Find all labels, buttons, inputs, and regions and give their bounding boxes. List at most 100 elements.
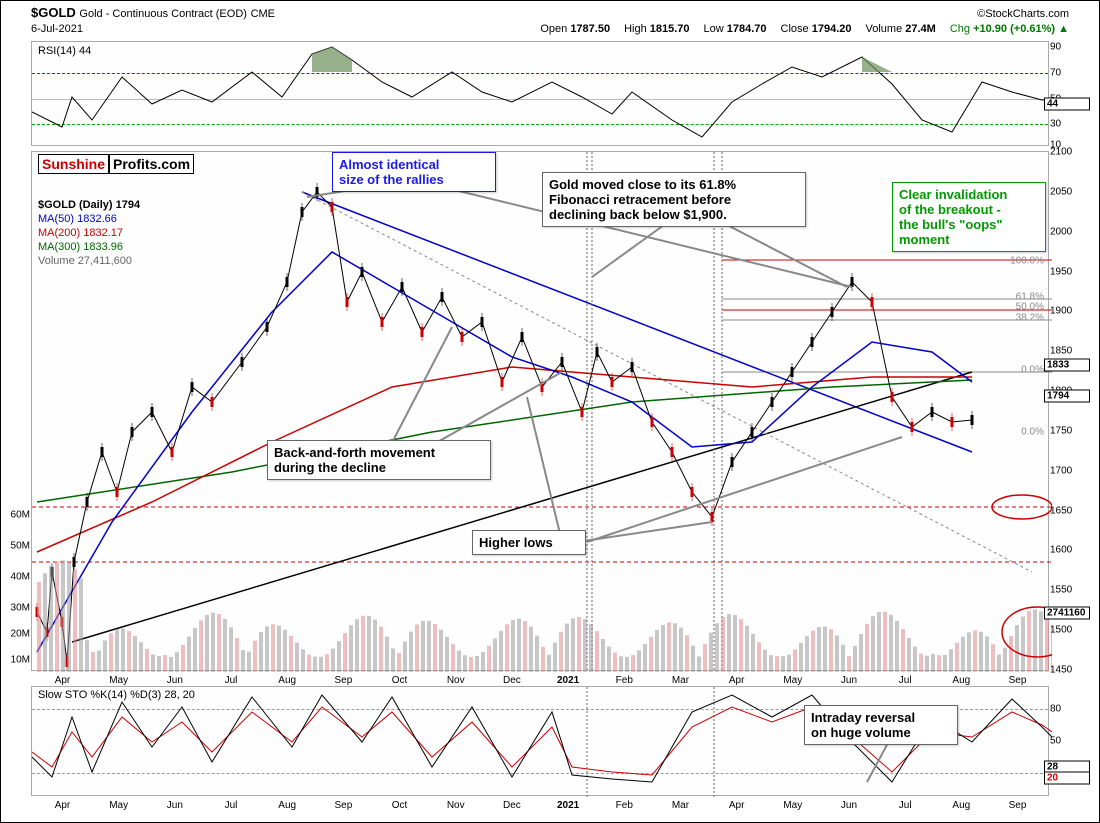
rsi-ytick: 70 (1050, 67, 1090, 78)
month-tick: Sep (334, 675, 352, 686)
month-tick: Oct (392, 675, 408, 686)
annotation-intraday: Intraday reversalon huge volume (804, 705, 958, 745)
month-tick: Sep (334, 800, 352, 811)
open-label: Open (540, 23, 567, 35)
volume-label: Volume (866, 23, 903, 35)
stochastic-panel: Slow STO %K(14) %D(3) 28, 20 Intraday re… (31, 686, 1049, 796)
annotation-fib: Gold moved close to its 61.8%Fibonacci r… (542, 172, 806, 227)
price-ytick: 1950 (1050, 266, 1090, 277)
month-tick: Jul (225, 800, 238, 811)
month-tick: Apr (55, 675, 71, 686)
month-tick: Jul (899, 675, 912, 686)
month-tick: Nov (447, 675, 465, 686)
annotation-higher-lows: Higher lows (472, 530, 586, 555)
month-tick: Feb (616, 800, 633, 811)
month-tick: Oct (392, 800, 408, 811)
month-tick: Sep (1009, 675, 1027, 686)
price-ytick: 1550 (1050, 585, 1090, 596)
volume-ytick: 20M (2, 628, 30, 639)
month-tick: Aug (952, 800, 970, 811)
month-tick: Dec (503, 675, 521, 686)
fib-label: 61.8% (1016, 292, 1044, 303)
month-tick: Jul (899, 800, 912, 811)
chg-value: +10.90 (+0.61%) (973, 23, 1055, 35)
chg-label: Chg (950, 23, 970, 35)
volume-ytick: 40M (2, 571, 30, 582)
volume-current-box: 2741160 (1044, 607, 1090, 620)
chart-header: $GOLD Gold - Continuous Contract (EOD) C… (31, 5, 1069, 20)
month-tick: Mar (672, 675, 689, 686)
price-ytick: 1600 (1050, 545, 1090, 556)
fib-label: 50.0% (1016, 302, 1044, 313)
month-tick: Jun (167, 800, 183, 811)
price-current-box: 1794 (1044, 389, 1090, 402)
month-tick: Apr (55, 800, 71, 811)
source-label: ©StockCharts.com (977, 8, 1069, 20)
fib-label: 38.2% (1016, 312, 1044, 323)
month-tick: May (109, 675, 128, 686)
fib-label: 100.0% (1010, 255, 1044, 266)
month-tick: Apr (729, 800, 745, 811)
month-tick: May (783, 675, 802, 686)
month-tick: Jun (841, 675, 857, 686)
fib-label: 0.0% (1021, 426, 1044, 437)
price-ytick: 1650 (1050, 505, 1090, 516)
month-tick: Jun (167, 675, 183, 686)
close-value: 1794.20 (812, 23, 852, 35)
month-tick: Sep (1009, 800, 1027, 811)
low-value: 1784.70 (727, 23, 767, 35)
month-tick: Dec (503, 800, 521, 811)
month-tick: Jun (841, 800, 857, 811)
month-tick: May (109, 800, 128, 811)
volume-ytick: 30M (2, 602, 30, 613)
price-ytick: 1700 (1050, 465, 1090, 476)
price-ytick: 1900 (1050, 306, 1090, 317)
stoch-ytick: 50 (1050, 736, 1090, 747)
volume-ytick: 60M (2, 509, 30, 520)
price-ytick: 2000 (1050, 226, 1090, 237)
annotation-rallies: Almost identicalsize of the rallies (332, 152, 496, 192)
exchange: CME (251, 8, 275, 20)
volume-ytick: 10M (2, 654, 30, 665)
month-tick: Jul (225, 675, 238, 686)
rsi-current-box: 44 (1044, 97, 1090, 110)
price-ytick: 1500 (1050, 625, 1090, 636)
stoch-ytick: 80 (1050, 703, 1090, 714)
symbol-name: Gold - Continuous Contract (EOD) (79, 8, 247, 20)
month-tick: Mar (672, 800, 689, 811)
open-value: 1787.50 (570, 23, 610, 35)
symbol-title: $GOLD Gold - Continuous Contract (EOD) C… (31, 5, 275, 20)
volume-ytick: 50M (2, 540, 30, 551)
price-panel: SunshineProfits.com $GOLD (Daily) 1794 M… (31, 151, 1049, 671)
price-ytick: 2100 (1050, 147, 1090, 158)
rsi-svg (32, 42, 1052, 147)
month-tick: May (783, 800, 802, 811)
month-tick: 2021 (557, 800, 579, 811)
month-tick: Aug (278, 675, 296, 686)
month-tick: Nov (447, 800, 465, 811)
stockchart-container: $GOLD Gold - Continuous Contract (EOD) C… (0, 0, 1100, 823)
price-ytick: 1850 (1050, 346, 1090, 357)
price-ytick: 2050 (1050, 186, 1090, 197)
fib-label: 0.0% (1021, 364, 1044, 375)
month-tick: Feb (616, 675, 633, 686)
rsi-ytick: 30 (1050, 119, 1090, 130)
symbol: $GOLD (31, 5, 76, 20)
rsi-panel: RSI(14) 44 907050301044 (31, 41, 1049, 146)
month-tick: Aug (952, 675, 970, 686)
price-ytick: 1450 (1050, 665, 1090, 676)
annotation-invalidation: Clear invalidationof the breakout -the b… (892, 182, 1046, 252)
rsi-ytick: 90 (1050, 42, 1090, 53)
month-tick: 2021 (557, 675, 579, 686)
low-label: Low (704, 23, 724, 35)
stoch-d-box: 20 (1044, 771, 1090, 784)
price-ytick: 1750 (1050, 425, 1090, 436)
price-ma-box: 1833 (1044, 358, 1090, 371)
annotation-backforth: Back-and-forth movementduring the declin… (267, 440, 491, 480)
month-tick: Aug (278, 800, 296, 811)
high-label: High (624, 23, 647, 35)
close-label: Close (781, 23, 809, 35)
high-value: 1815.70 (650, 23, 690, 35)
month-tick: Apr (729, 675, 745, 686)
volume-value: 27.4M (905, 23, 936, 35)
